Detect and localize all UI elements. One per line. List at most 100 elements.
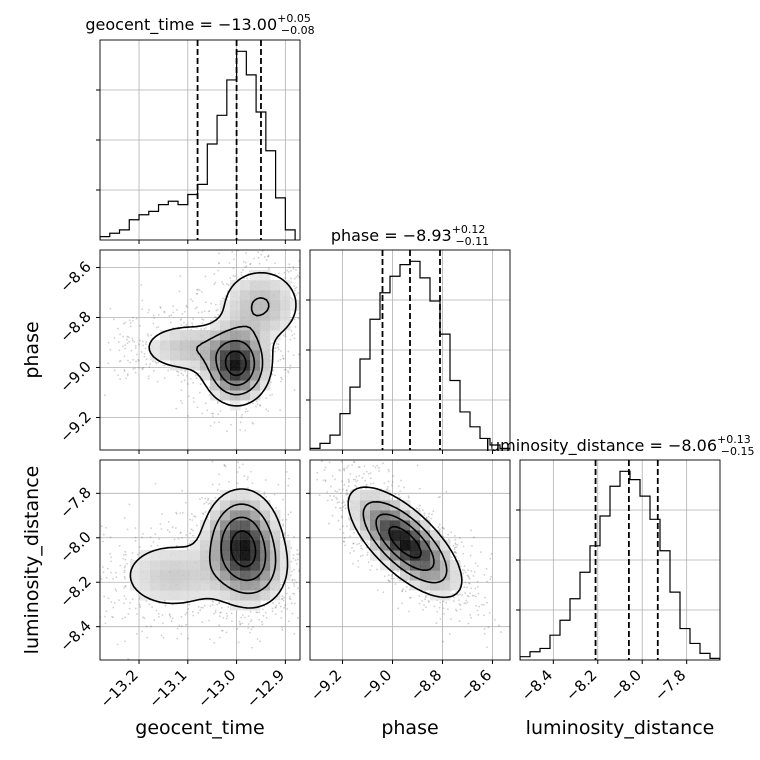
scatter-point xyxy=(376,589,379,592)
scatter-point xyxy=(458,603,461,606)
density-cell xyxy=(270,530,281,541)
density-cell xyxy=(270,280,281,291)
scatter-point xyxy=(123,595,126,598)
scatter-point xyxy=(323,469,326,471)
density-cell xyxy=(260,560,271,571)
scatter-point xyxy=(283,532,286,535)
contour-0 xyxy=(148,271,297,407)
density-cell xyxy=(220,520,231,531)
scatter-point xyxy=(169,321,172,324)
scatter-point xyxy=(187,415,190,417)
scatter-point xyxy=(112,577,115,580)
scatter-point xyxy=(292,354,295,357)
scatter-point xyxy=(214,611,217,614)
density-cell xyxy=(220,550,231,561)
density-cell xyxy=(240,390,251,401)
density-cell xyxy=(230,520,241,531)
scatter-point xyxy=(458,620,461,623)
scatter-point xyxy=(124,585,127,588)
scatter-point xyxy=(173,538,176,541)
panel-geocent_time-vs-luminosity_distance: −8.4−8.2−8.0−7.8−13.2 −13.1 −13.0 −12.9 xyxy=(56,459,301,711)
scatter-point xyxy=(175,407,178,410)
scatter-point xyxy=(136,553,139,556)
scatter-point xyxy=(383,482,386,485)
density-cell xyxy=(250,270,261,281)
density-cell xyxy=(420,560,431,571)
density-cell xyxy=(380,510,391,521)
scatter-point xyxy=(353,550,355,552)
scatter-point xyxy=(296,549,299,551)
scatter-point xyxy=(437,496,440,499)
density-cell xyxy=(180,560,191,571)
scatter-point xyxy=(241,622,244,625)
scatter-point xyxy=(144,347,147,350)
scatter-point xyxy=(195,377,198,380)
scatter-point xyxy=(288,263,291,266)
density-cell xyxy=(380,520,391,531)
density-cell xyxy=(250,510,261,521)
density-cell xyxy=(230,330,241,341)
density-cell xyxy=(250,290,261,301)
scatter-point xyxy=(131,320,134,322)
scatter-point xyxy=(217,261,220,264)
scatter-point xyxy=(198,289,201,292)
density-cell xyxy=(260,380,271,391)
scatter-point xyxy=(201,621,204,624)
scatter-point xyxy=(181,402,184,405)
panel-frame xyxy=(99,249,301,451)
scatter-point xyxy=(249,263,252,266)
contour-1 xyxy=(196,297,270,396)
density-cell xyxy=(150,570,161,581)
scatter-point xyxy=(340,506,343,509)
density-cell xyxy=(280,570,291,581)
scatter-point xyxy=(281,355,284,357)
scatter-point xyxy=(143,352,146,355)
scatter-point xyxy=(134,539,137,542)
density-cell xyxy=(140,580,151,591)
density-cell xyxy=(220,350,231,361)
scatter-point xyxy=(286,269,289,272)
scatter-point xyxy=(274,262,276,265)
scatter-point xyxy=(270,381,272,384)
scatter-point xyxy=(365,483,368,486)
scatter-point xyxy=(476,586,479,588)
scatter-point xyxy=(178,624,181,627)
scatter-point xyxy=(244,429,246,432)
scatter-point xyxy=(467,582,470,585)
scatter-point xyxy=(486,646,488,649)
scatter-point xyxy=(416,464,419,467)
density-cell xyxy=(250,320,261,331)
density-cell xyxy=(150,550,161,561)
scatter-point xyxy=(462,552,465,555)
scatter-point xyxy=(115,576,118,579)
density-cell xyxy=(230,540,241,551)
scatter-point xyxy=(489,578,492,581)
scatter-point xyxy=(486,580,489,583)
scatter-point xyxy=(167,520,170,523)
scatter-point xyxy=(160,634,163,637)
scatter-point xyxy=(236,627,239,630)
scatter-point xyxy=(277,360,279,362)
density-cell xyxy=(220,500,231,511)
scatter-point xyxy=(107,362,110,365)
scatter-point xyxy=(110,560,112,563)
density-cell xyxy=(440,540,451,551)
scatter-point xyxy=(297,317,300,320)
scatter-point xyxy=(463,602,466,605)
scatter-point xyxy=(112,606,115,609)
scatter-point xyxy=(133,340,136,343)
scatter-point xyxy=(214,609,217,612)
scatter-point xyxy=(465,599,468,602)
scatter-point xyxy=(142,366,145,369)
density-cell xyxy=(250,580,261,591)
scatter-point xyxy=(201,311,203,314)
scatter-point xyxy=(467,622,470,625)
scatter-point xyxy=(271,342,274,345)
scatter-point xyxy=(283,271,286,274)
scatter-point xyxy=(288,595,291,598)
density-cell xyxy=(420,570,431,581)
density-cell xyxy=(370,490,381,501)
scatter-point xyxy=(490,575,492,578)
scatter-point xyxy=(267,267,270,270)
scatter-point xyxy=(155,362,158,365)
